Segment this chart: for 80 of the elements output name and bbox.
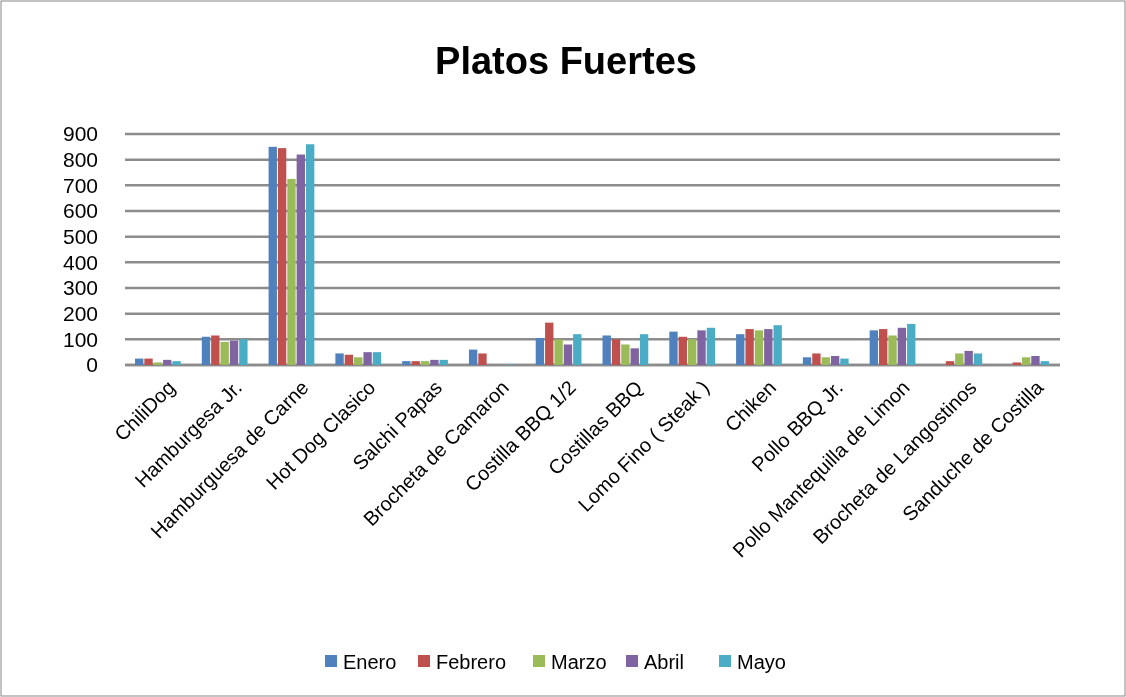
- bar: [678, 336, 687, 365]
- bar: [220, 341, 229, 365]
- bar: [907, 323, 916, 365]
- y-tick-label: 600: [62, 199, 98, 223]
- bar: [296, 154, 305, 365]
- bar: [1040, 361, 1049, 365]
- y-tick-label: 900: [62, 122, 98, 146]
- bar: [229, 340, 239, 365]
- bar: [639, 334, 649, 365]
- bar: [573, 334, 582, 365]
- legend-label: Abril: [644, 651, 685, 673]
- y-tick-label: 700: [62, 173, 98, 197]
- bar: [706, 327, 716, 365]
- bar: [268, 146, 277, 365]
- bar: [201, 336, 211, 365]
- bar: [172, 361, 181, 365]
- bar: [144, 358, 153, 365]
- legend-label: Enero: [343, 651, 397, 673]
- bar: [621, 344, 630, 365]
- bar: [754, 330, 764, 365]
- bar: [945, 361, 955, 365]
- bar: [764, 329, 773, 365]
- bar: [239, 339, 248, 365]
- bar: [802, 357, 812, 365]
- bar: [821, 357, 830, 365]
- y-tick-label: 100: [62, 327, 98, 351]
- bar: [287, 178, 296, 365]
- bar: [430, 359, 439, 365]
- bar: [1012, 362, 1021, 365]
- legend-label: Febrero: [436, 651, 507, 673]
- bar: [478, 353, 487, 365]
- bar: [697, 330, 706, 365]
- y-tick-label: 800: [62, 148, 98, 172]
- bar: [354, 357, 363, 365]
- bar: [305, 144, 315, 365]
- bar: [630, 348, 639, 365]
- bar: [563, 344, 573, 365]
- bar: [545, 322, 554, 365]
- bar: [411, 361, 420, 365]
- bar: [611, 339, 621, 365]
- y-tick-label: 0: [86, 353, 98, 377]
- bar: [736, 334, 745, 365]
- bar: [153, 362, 163, 365]
- bar: [363, 352, 372, 365]
- bar: [602, 335, 611, 365]
- bar: [888, 335, 897, 365]
- bar: [211, 335, 220, 365]
- y-tick-label: 400: [62, 250, 98, 274]
- bar: [688, 339, 697, 365]
- bar: [535, 338, 545, 365]
- bar: [830, 356, 840, 365]
- bar: [812, 353, 821, 365]
- bar: [973, 353, 983, 365]
- legend-label: Mayo: [737, 651, 786, 673]
- legend-label: Marzo: [551, 651, 607, 673]
- y-tick-label: 200: [62, 302, 98, 326]
- bar: [964, 350, 973, 365]
- bar: [439, 359, 448, 365]
- bar: [554, 339, 563, 365]
- bar: [335, 353, 344, 365]
- bar: [669, 331, 678, 365]
- bar: [277, 148, 287, 365]
- bar: [163, 359, 172, 365]
- bar: [1021, 357, 1031, 365]
- bar: [745, 329, 754, 365]
- bar: [869, 330, 879, 365]
- bar: [879, 329, 888, 365]
- bar: [344, 354, 354, 365]
- bar: [955, 353, 964, 365]
- bar: [402, 361, 411, 365]
- bar: [840, 358, 849, 365]
- y-tick-label: 500: [62, 225, 98, 249]
- bar: [468, 349, 478, 365]
- bar: [897, 327, 907, 365]
- bar: [1031, 356, 1040, 365]
- chart-title: Platos Fuertes: [435, 40, 697, 82]
- bar: [372, 352, 382, 365]
- bar: [420, 361, 430, 365]
- y-tick-label: 300: [62, 276, 98, 300]
- bar: [773, 325, 782, 365]
